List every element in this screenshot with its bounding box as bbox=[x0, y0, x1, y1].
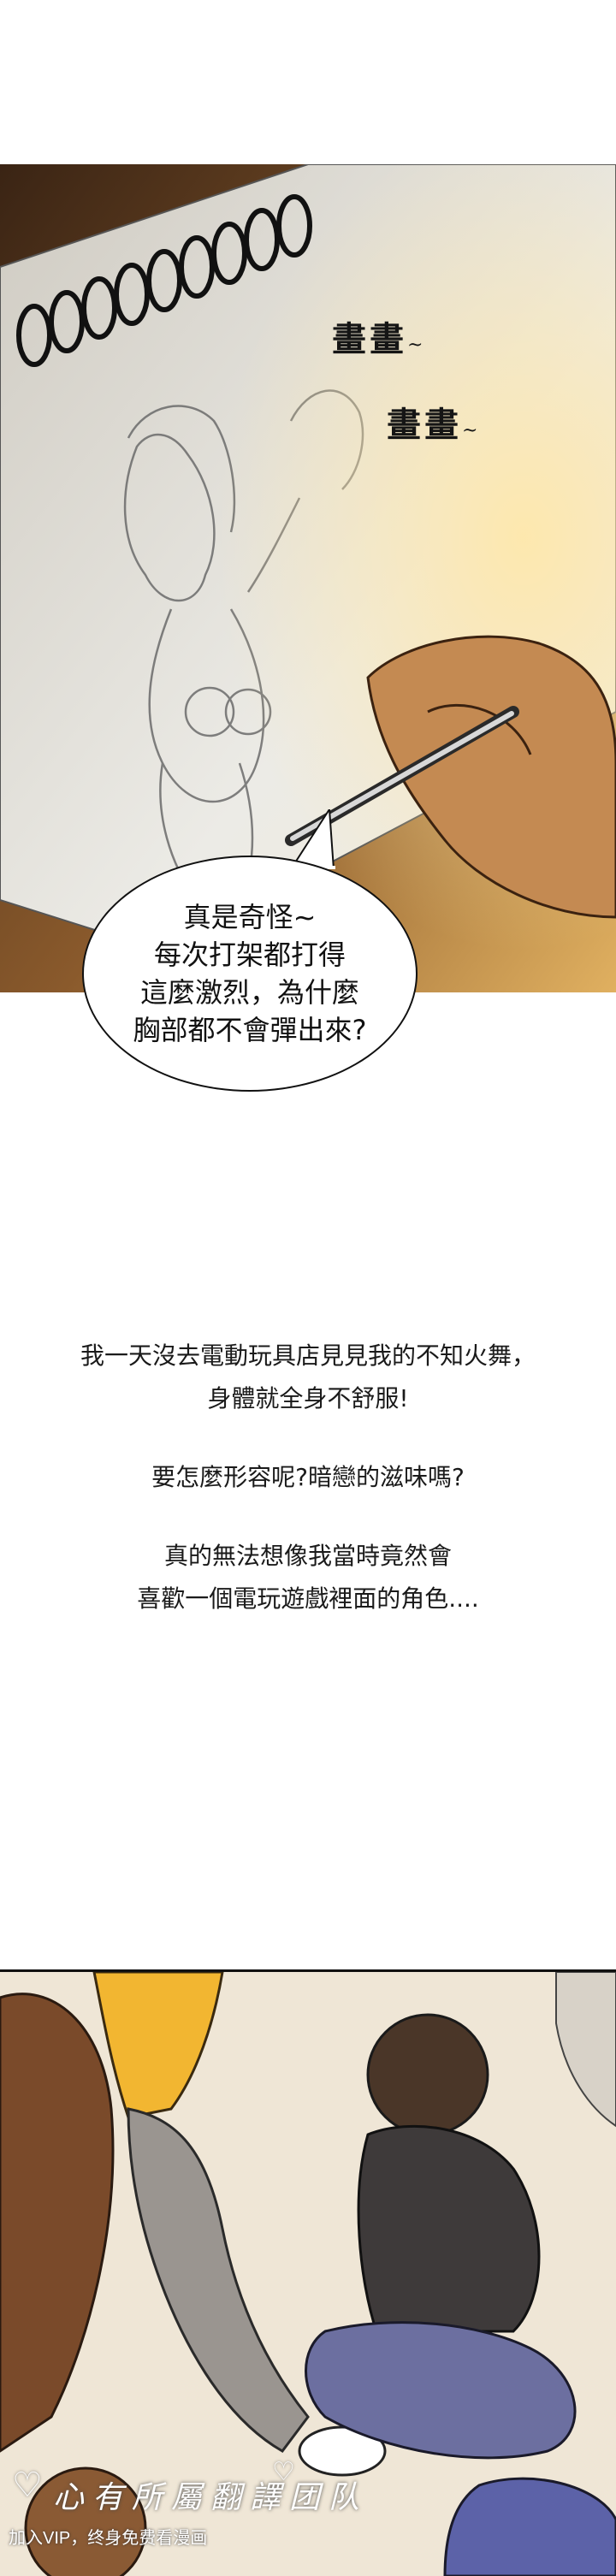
arcade-panel bbox=[0, 1969, 616, 2576]
figure-boy-pants bbox=[305, 2321, 577, 2460]
heart-icon: ♡ bbox=[12, 2466, 43, 2504]
speech-text: 真是奇怪~ 每次打架都打得 這麼激烈，為什麼 胸部都不會彈出來? bbox=[133, 901, 367, 1046]
narration-line: 真的無法想像我當時竟然會 bbox=[163, 1542, 452, 1570]
figure-yellow-shirt bbox=[92, 1972, 224, 2119]
speech-bubble: 真是奇怪~ 每次打架都打得 這麼激烈，為什麼 胸部都不會彈出來? bbox=[82, 856, 418, 1092]
figure-child-head bbox=[24, 2466, 147, 2576]
narration-line: 要怎麼形容呢?暗戀的滋味嗎? bbox=[151, 1463, 465, 1491]
narration-line: 身體就全身不舒服! bbox=[207, 1384, 409, 1412]
watermark-title: 心有所屬翻譯团队 bbox=[53, 2480, 369, 2515]
figure-boy-head bbox=[366, 2013, 489, 2136]
arcade-illustration bbox=[0, 1972, 616, 2576]
sound-effect-drawing: 畫畫~ bbox=[332, 319, 424, 359]
translator-watermark: ♡ ♡ 心有所屬翻譯团队 加入VIP，终身免费看漫画 bbox=[0, 2457, 616, 2573]
figure-boy-shirt bbox=[357, 2124, 541, 2333]
figure-hair-left bbox=[0, 1993, 115, 2453]
heart-icon: ♡ bbox=[272, 2458, 295, 2486]
sound-effect-drawing: 畫畫~ bbox=[387, 405, 478, 445]
watermark-subtitle: 加入VIP，终身免费看漫画 bbox=[9, 2529, 208, 2548]
sketchbook-panel: 畫畫~ 畫畫~ bbox=[0, 164, 616, 992]
figure-right-jeans bbox=[443, 2477, 616, 2576]
sketchbook-illustration bbox=[0, 164, 616, 992]
narration-line: 我一天沒去電動玩具店見見我的不知火舞， bbox=[80, 1341, 536, 1370]
narration-line: 喜歡一個電玩遊戲裡面的角色.... bbox=[137, 1584, 479, 1613]
narration: 我一天沒去電動玩具店見見我的不知火舞， 身體就全身不舒服! 要怎麼形容呢?暗戀的… bbox=[0, 1335, 616, 1620]
figure-grey-pants bbox=[127, 2107, 310, 2453]
